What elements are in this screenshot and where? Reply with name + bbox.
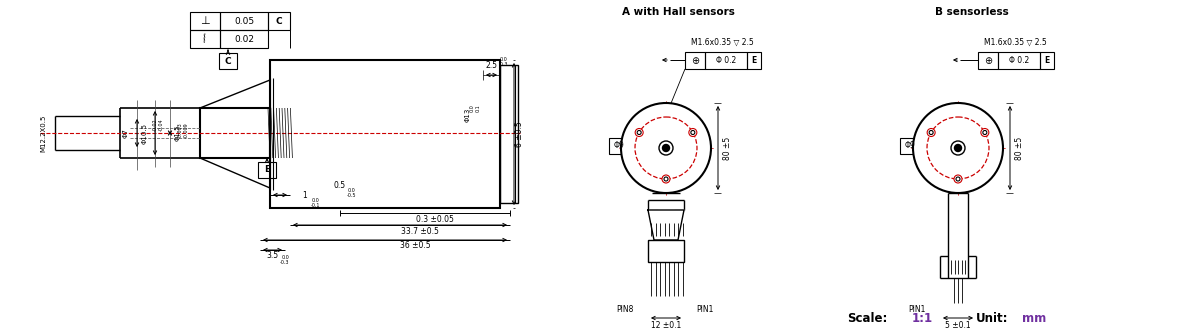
Text: -0.02
-0.04: -0.02 -0.04 [152, 119, 163, 131]
Bar [190, 12, 220, 30]
Text: Φ9: Φ9 [613, 142, 624, 151]
Text: 1: 1 [303, 190, 307, 199]
Text: Unit:: Unit: [975, 311, 1008, 324]
Ellipse shape [981, 129, 989, 137]
Text: PIN8: PIN8 [617, 305, 634, 314]
Text: 2.5: 2.5 [485, 62, 496, 71]
Text: Φ 0.2: Φ 0.2 [1009, 56, 1030, 65]
Text: 1:1: 1:1 [913, 311, 933, 324]
Text: Φ10.5: Φ10.5 [142, 123, 148, 144]
Ellipse shape [690, 131, 695, 135]
Text: 0.0
-0.3: 0.0 -0.3 [280, 255, 290, 265]
Text: Φ13: Φ13 [465, 108, 470, 122]
Ellipse shape [954, 175, 962, 183]
Bar [1040, 52, 1054, 69]
Text: M12.2X0.5: M12.2X0.5 [40, 114, 46, 152]
Text: 0.0
-0.3: 0.0 -0.3 [499, 57, 508, 67]
Text: 0.0
0.1: 0.0 0.1 [469, 104, 480, 112]
Text: C: C [225, 57, 232, 66]
Text: 0.02: 0.02 [234, 35, 254, 44]
Text: 3.5: 3.5 [266, 251, 278, 260]
Bar [648, 240, 684, 262]
Text: E: E [752, 56, 756, 65]
Bar [747, 52, 761, 69]
Text: Φ 0.2: Φ 0.2 [716, 56, 736, 65]
Bar [220, 12, 268, 30]
Ellipse shape [664, 177, 668, 181]
Text: 33.7 ±0.5: 33.7 ±0.5 [401, 226, 439, 235]
Text: A with Hall sensors: A with Hall sensors [622, 7, 734, 17]
Text: B sensorless: B sensorless [935, 7, 1009, 17]
Text: PIN1: PIN1 [909, 305, 926, 314]
Text: Φ1.5: Φ1.5 [175, 125, 181, 141]
Bar [200, 108, 269, 158]
Text: mm: mm [1022, 311, 1046, 324]
Text: 36 ±0.5: 36 ±0.5 [400, 241, 430, 250]
Polygon shape [648, 210, 684, 240]
Ellipse shape [952, 141, 965, 155]
Bar [978, 52, 998, 69]
Text: M1.6x0.35 ▽ 2.5: M1.6x0.35 ▽ 2.5 [690, 38, 753, 47]
Text: M1.6x0.35 ▽ 2.5: M1.6x0.35 ▽ 2.5 [983, 38, 1046, 47]
Bar [269, 60, 500, 208]
Bar [219, 53, 238, 69]
Ellipse shape [913, 103, 1004, 193]
Ellipse shape [956, 177, 960, 181]
Text: PIN1: PIN1 [696, 305, 714, 314]
Ellipse shape [637, 131, 641, 135]
Text: C: C [275, 17, 282, 26]
Text: Φ7: Φ7 [123, 128, 129, 138]
Ellipse shape [635, 129, 643, 137]
Bar [900, 138, 920, 154]
Bar [686, 52, 704, 69]
Bar [190, 30, 220, 48]
Bar [704, 52, 747, 69]
Bar [609, 138, 629, 154]
Text: Scale:: Scale: [847, 311, 888, 324]
Text: 5 ±0.1: 5 ±0.1 [946, 320, 970, 329]
Text: E: E [1045, 56, 1050, 65]
Ellipse shape [929, 131, 933, 135]
Text: 0.3 ±0.05: 0.3 ±0.05 [416, 214, 454, 223]
Ellipse shape [621, 103, 712, 193]
Text: 0.05: 0.05 [234, 17, 254, 26]
Ellipse shape [660, 141, 673, 155]
Ellipse shape [662, 175, 670, 183]
Text: 80 ±5: 80 ±5 [1015, 137, 1025, 160]
Text: 0.5: 0.5 [335, 180, 346, 189]
Text: -0.003
-0.009: -0.003 -0.009 [177, 122, 188, 138]
Ellipse shape [689, 129, 697, 137]
Ellipse shape [955, 145, 961, 152]
Text: E: E [264, 166, 269, 174]
Bar [998, 52, 1040, 69]
Bar [500, 65, 518, 203]
Text: 0.0
-0.1: 0.0 -0.1 [311, 197, 320, 208]
Text: 0.0
-0.5: 0.0 -0.5 [348, 187, 357, 198]
Text: 6 ±0.5: 6 ±0.5 [515, 121, 525, 147]
Bar [258, 162, 277, 178]
Text: 80 ±5: 80 ±5 [723, 137, 733, 160]
Text: 12 ±0.1: 12 ±0.1 [651, 320, 681, 329]
Bar [220, 30, 268, 48]
Ellipse shape [927, 129, 935, 137]
Ellipse shape [662, 145, 669, 152]
Bar [268, 12, 290, 30]
Ellipse shape [983, 131, 987, 135]
Text: Φ9: Φ9 [904, 142, 915, 151]
Text: ⊕: ⊕ [983, 56, 992, 66]
Text: /: / [202, 34, 208, 44]
Text: ⊥: ⊥ [200, 16, 210, 26]
Text: ⊕: ⊕ [691, 56, 699, 66]
